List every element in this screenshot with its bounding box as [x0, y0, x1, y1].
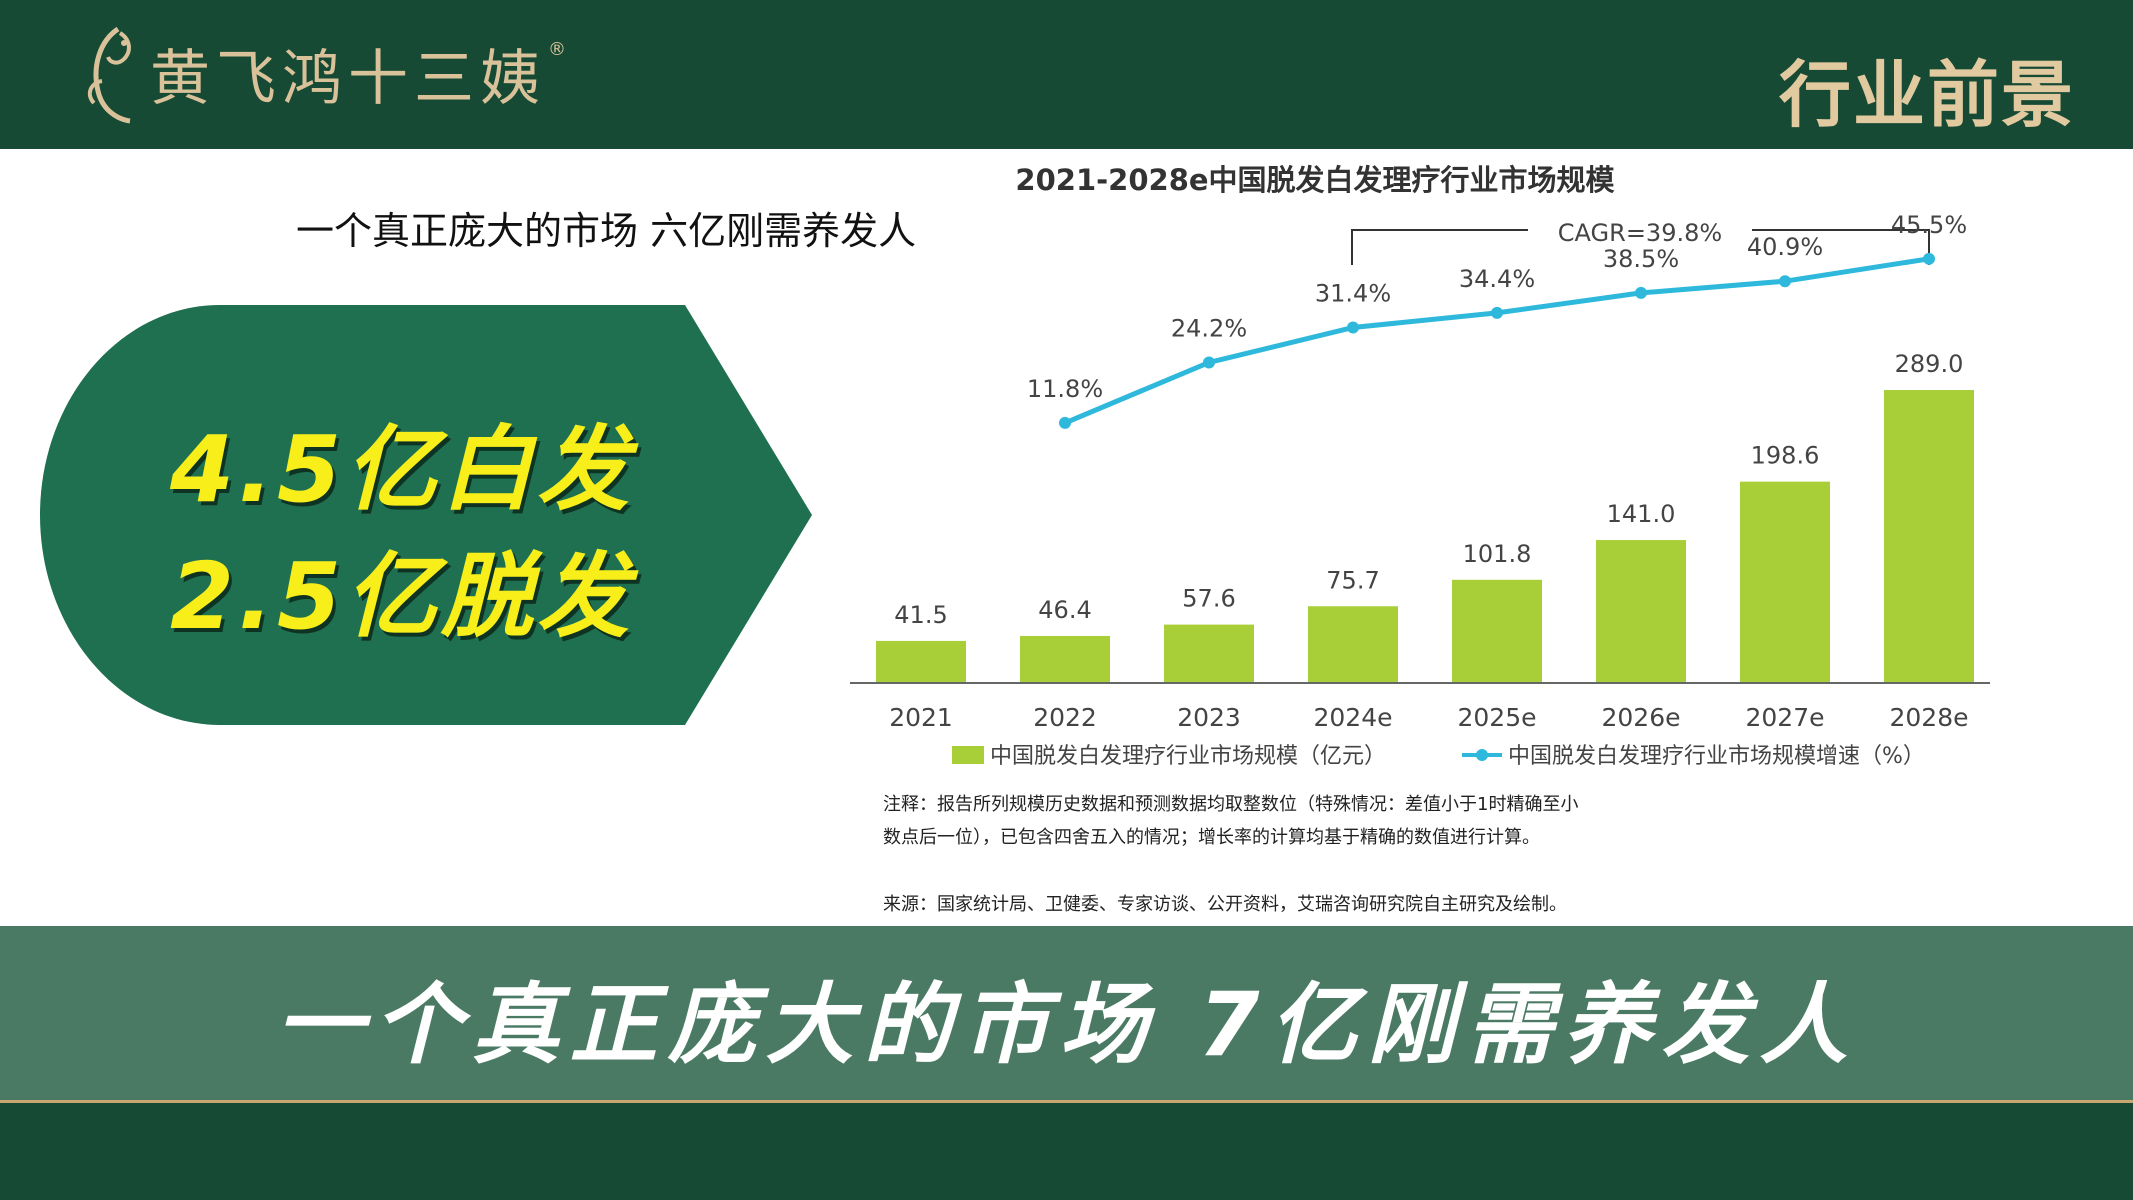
cagr-label: CAGR=39.8% — [1558, 219, 1722, 247]
bar-label-2022: 46.4 — [1038, 596, 1091, 624]
x-tick-2023: 2023 — [1177, 703, 1241, 732]
x-tick-2026e: 2026e — [1601, 703, 1680, 732]
growth-point-2024e — [1347, 321, 1359, 334]
source-note: 来源：国家统计局、卫健委、专家访谈、公开资料，艾瑞咨询研究院自主研究及绘制。 — [883, 894, 1567, 915]
bar-2024e — [1308, 606, 1398, 683]
chart-title: 2021-2028e中国脱发白发理疗行业市场规模 — [1015, 163, 1615, 197]
growth-point-2023 — [1203, 356, 1215, 369]
bar-label-2021: 41.5 — [894, 601, 947, 629]
legend-line-marker — [1476, 749, 1488, 761]
bar-label-2028e: 289.0 — [1895, 350, 1964, 378]
growth-label-2023: 24.2% — [1171, 315, 1247, 343]
growth-label-2026e: 38.5% — [1603, 245, 1679, 273]
growth-point-2027e — [1779, 275, 1791, 288]
legend-bar-swatch — [952, 746, 984, 764]
bar-2023 — [1164, 624, 1254, 683]
bar-2026e — [1596, 540, 1686, 683]
growth-label-2024e: 31.4% — [1315, 279, 1391, 307]
growth-label-2022: 11.8% — [1027, 375, 1103, 403]
brand-name: 黄飞鸿十三姨 — [150, 43, 546, 114]
highlight-hair-loss: 2.5亿脱发 — [170, 543, 633, 650]
x-tick-2021: 2021 — [889, 703, 953, 732]
bar-2021 — [876, 640, 966, 683]
growth-point-2022 — [1059, 416, 1071, 429]
bar-2022 — [1020, 635, 1110, 683]
section-title: 行业前景 — [1778, 53, 2075, 137]
registered-mark: ® — [548, 38, 566, 60]
x-tick-2022: 2022 — [1033, 703, 1097, 732]
phoenix-logo-icon — [87, 26, 131, 123]
growth-point-2026e — [1635, 286, 1647, 299]
bar-2028e — [1884, 390, 1974, 683]
page-subtitle: 一个真正庞大的市场 六亿刚需养发人 — [296, 209, 917, 253]
x-tick-2028e: 2028e — [1889, 703, 1968, 732]
note-line-2: 数点后一位），已包含四舍五入的情况；增长率的计算均基于精确的数值进行计算。 — [883, 827, 1540, 848]
x-tick-2024e: 2024e — [1313, 703, 1392, 732]
x-tick-2025e: 2025e — [1457, 703, 1536, 732]
brand-logo: 黄飞鸿十三姨 ® — [80, 18, 566, 128]
banner-text: 一个真正庞大的市场 7亿刚需养发人 — [275, 973, 1858, 1076]
header-bar: 黄飞鸿十三姨 ® 行业前景 — [0, 0, 2133, 149]
bar-label-2027e: 198.6 — [1751, 442, 1820, 470]
bar-label-2023: 57.6 — [1182, 585, 1235, 613]
x-tick-2027e: 2027e — [1745, 703, 1824, 732]
growth-label-2028e: 45.5% — [1891, 211, 1967, 239]
growth-point-2025e — [1491, 306, 1503, 319]
note-line-1: 注释：报告所列规模历史数据和预测数据均取整数位（特殊情况：差值小于1时精确至小 — [883, 794, 1579, 815]
legend-line-label: 中国脱发白发理疗行业市场规模增速（%） — [1508, 744, 1925, 769]
highlight-arrow-shape — [40, 305, 812, 725]
footer-bar — [0, 1100, 2133, 1200]
highlight-white-hair: 4.5亿白发 — [170, 416, 633, 523]
growth-label-2025e: 34.4% — [1459, 265, 1535, 293]
market-size-chart: 2021-2028e中国脱发白发理疗行业市场规模 CAGR=39.8% 41.5… — [850, 163, 1990, 769]
legend-bar-label: 中国脱发白发理疗行业市场规模（亿元） — [990, 744, 1386, 769]
bar-label-2025e: 101.8 — [1463, 540, 1532, 568]
banner-band — [0, 926, 2133, 1100]
bar-2027e — [1740, 481, 1830, 683]
bar-label-2026e: 141.0 — [1607, 500, 1676, 528]
growth-label-2027e: 40.9% — [1747, 233, 1823, 261]
bar-label-2024e: 75.7 — [1326, 566, 1379, 594]
growth-point-2028e — [1923, 252, 1935, 265]
bar-2025e — [1452, 579, 1542, 683]
